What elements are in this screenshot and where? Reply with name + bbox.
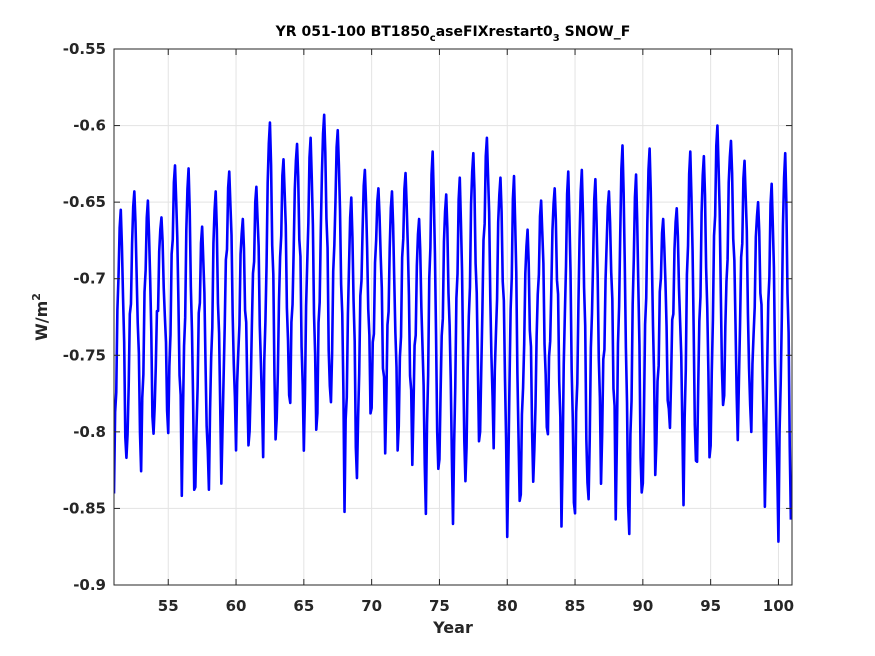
y-tick-labels: -0.55 -0.6 -0.65 -0.7 -0.75 -0.8 -0.85 -0.9	[63, 40, 106, 594]
x-tick-label: 95	[700, 597, 721, 615]
x-tick-label: 55	[158, 597, 179, 615]
x-axis-label: Year	[432, 618, 473, 637]
y-tick-label: -0.65	[63, 193, 106, 211]
chart-title: YR 051-100 BT1850caseFIXrestart03 SNOW_F	[275, 24, 631, 44]
x-tick-label: 85	[565, 597, 586, 615]
x-tick-labels: 55 60 65 70 75 80 85 90 95 100	[158, 597, 794, 615]
tick-marks	[114, 48, 792, 586]
x-tick-label: 90	[632, 597, 653, 615]
x-tick-label: 65	[293, 597, 314, 615]
y-tick-label: -0.7	[73, 270, 106, 288]
x-tick-label: 75	[429, 597, 450, 615]
y-tick-label: -0.9	[73, 576, 106, 594]
y-tick-label: -0.55	[63, 40, 106, 58]
y-tick-label: -0.75	[63, 346, 106, 364]
y-tick-label: -0.85	[63, 499, 106, 517]
x-tick-label: 100	[763, 597, 794, 615]
y-tick-label: -0.8	[73, 423, 106, 441]
y-tick-label: -0.6	[73, 117, 106, 135]
x-tick-label: 70	[361, 597, 382, 615]
y-axis-label: W/m2	[30, 293, 51, 341]
x-tick-label: 80	[497, 597, 518, 615]
series-line	[114, 113, 792, 543]
plot-frame	[113, 48, 793, 586]
x-tick-label: 60	[226, 597, 247, 615]
data-layer	[114, 113, 792, 543]
